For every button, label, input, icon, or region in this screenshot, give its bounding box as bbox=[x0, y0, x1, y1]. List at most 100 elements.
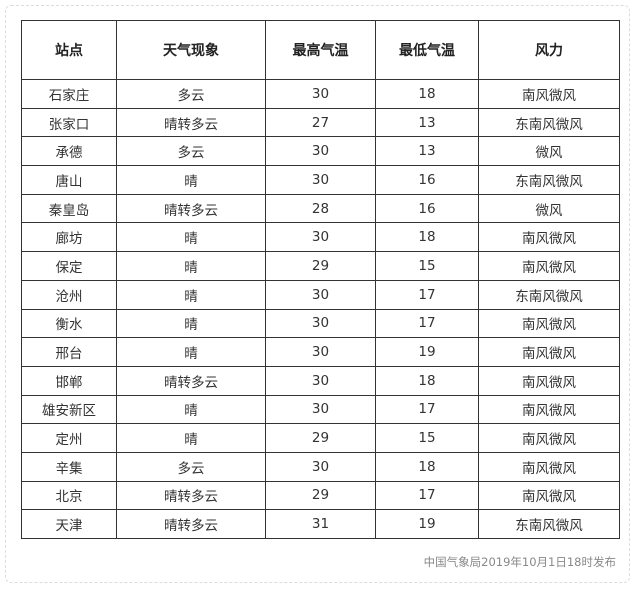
table-row: 沧州晴 30 17 东南风微风 bbox=[21, 279, 620, 310]
cell-wind: 南风微风 bbox=[478, 480, 620, 511]
cell-station: 唐山 bbox=[21, 165, 117, 195]
table-row: 定州晴 29 15 南风微风 bbox=[21, 423, 620, 453]
cell-station: 张家口 bbox=[21, 107, 117, 138]
cell-low-temp: 13 bbox=[375, 107, 479, 138]
table-row: 邢台晴 30 19 南风微风 bbox=[21, 337, 620, 367]
cell-weather: 晴 bbox=[116, 279, 266, 310]
header-station: 站点 bbox=[21, 20, 117, 80]
cell-station: 沧州 bbox=[21, 279, 117, 310]
cell-low-temp: 18 bbox=[375, 222, 479, 253]
cell-high-temp: 30 bbox=[265, 222, 376, 253]
source-note: 中国气象局2019年10月1日18时发布 bbox=[423, 555, 616, 569]
table-row: 邯郸 晴转多云 30 18 南风微风 bbox=[21, 365, 620, 396]
cell-weather: 晴 bbox=[116, 251, 266, 281]
table-row: 秦皇岛 晴转多云 28 16 微风 bbox=[21, 193, 620, 224]
table-row: 张家口 晴转多云 27 13 东南风微风 bbox=[21, 107, 620, 138]
cell-high-temp: 30 bbox=[265, 337, 376, 367]
cell-high-temp: 30 bbox=[265, 365, 376, 396]
cell-wind: 南风微风 bbox=[478, 222, 620, 253]
header-high-temp: 最高气温 bbox=[265, 20, 376, 80]
cell-wind: 东南风微风 bbox=[478, 165, 620, 195]
cell-weather: 晴 bbox=[116, 423, 266, 453]
cell-station: 保定 bbox=[21, 251, 117, 281]
cell-station: 雄安新区 bbox=[21, 394, 117, 425]
table-row: 石家庄 多云 30 18 南风微风 bbox=[21, 79, 620, 109]
cell-wind: 南风微风 bbox=[478, 308, 620, 339]
table-row: 廊坊晴 30 18 南风微风 bbox=[21, 222, 620, 253]
header-wind: 风力 bbox=[478, 20, 620, 80]
cell-weather: 晴 bbox=[116, 222, 266, 253]
cell-station: 邢台 bbox=[21, 337, 117, 367]
table-row: 辛集 多云 30 18 南风微风 bbox=[21, 451, 620, 482]
content-frame bbox=[5, 5, 630, 583]
cell-high-temp: 30 bbox=[265, 394, 376, 425]
cell-weather: 晴转多云 bbox=[116, 509, 266, 539]
cell-low-temp: 19 bbox=[375, 509, 479, 539]
cell-low-temp: 18 bbox=[375, 451, 479, 482]
cell-weather: 多云 bbox=[116, 136, 266, 167]
cell-weather: 多云 bbox=[116, 451, 266, 482]
table-row: 承德 多云 30 13 微风 bbox=[21, 136, 620, 167]
cell-high-temp: 30 bbox=[265, 308, 376, 339]
table-row: 北京 晴转多云 29 17 南风微风 bbox=[21, 480, 620, 511]
cell-wind: 南风微风 bbox=[478, 337, 620, 367]
cell-station: 天津 bbox=[21, 509, 117, 539]
cell-high-temp: 30 bbox=[265, 451, 376, 482]
cell-low-temp: 18 bbox=[375, 365, 479, 396]
table-row: 天津 晴转多云 31 19 东南风微风 bbox=[21, 509, 620, 539]
cell-low-temp: 15 bbox=[375, 423, 479, 453]
table-row: 雄安新区晴 30 17 南风微风 bbox=[21, 394, 620, 425]
cell-wind: 南风微风 bbox=[478, 251, 620, 281]
cell-station: 定州 bbox=[21, 423, 117, 453]
cell-high-temp: 30 bbox=[265, 136, 376, 167]
table-row: 保定晴 29 15 南风微风 bbox=[21, 251, 620, 281]
cell-low-temp: 17 bbox=[375, 308, 479, 339]
cell-weather: 晴 bbox=[116, 394, 266, 425]
cell-wind: 东南风微风 bbox=[478, 509, 620, 539]
cell-wind: 东南风微风 bbox=[478, 279, 620, 310]
cell-station: 承德 bbox=[21, 136, 117, 167]
cell-station: 秦皇岛 bbox=[21, 193, 117, 224]
cell-low-temp: 19 bbox=[375, 337, 479, 367]
cell-station: 廊坊 bbox=[21, 222, 117, 253]
cell-high-temp: 31 bbox=[265, 509, 376, 539]
cell-low-temp: 13 bbox=[375, 136, 479, 167]
table-row: 唐山晴 30 16 东南风微风 bbox=[21, 165, 620, 195]
cell-weather: 多云 bbox=[116, 79, 266, 109]
cell-station: 辛集 bbox=[21, 451, 117, 482]
cell-weather: 晴转多云 bbox=[116, 365, 266, 396]
header-row: 站点 天气现象 最高气温 最低气温 风力 bbox=[21, 20, 620, 80]
header-weather: 天气现象 bbox=[116, 20, 266, 80]
cell-high-temp: 30 bbox=[265, 165, 376, 195]
cell-wind: 南风微风 bbox=[478, 394, 620, 425]
cell-high-temp: 30 bbox=[265, 79, 376, 109]
cell-low-temp: 17 bbox=[375, 480, 479, 511]
cell-station: 邯郸 bbox=[21, 365, 117, 396]
header-low-temp: 最低气温 bbox=[375, 20, 479, 80]
cell-station: 北京 bbox=[21, 480, 117, 511]
cell-low-temp: 16 bbox=[375, 165, 479, 195]
cell-low-temp: 15 bbox=[375, 251, 479, 281]
cell-low-temp: 17 bbox=[375, 394, 479, 425]
cell-low-temp: 18 bbox=[375, 79, 479, 109]
cell-high-temp: 30 bbox=[265, 279, 376, 310]
cell-low-temp: 17 bbox=[375, 279, 479, 310]
cell-weather: 晴转多云 bbox=[116, 193, 266, 224]
cell-wind: 南风微风 bbox=[478, 79, 620, 109]
cell-wind: 微风 bbox=[478, 193, 620, 224]
cell-wind: 南风微风 bbox=[478, 451, 620, 482]
cell-low-temp: 16 bbox=[375, 193, 479, 224]
cell-weather: 晴 bbox=[116, 308, 266, 339]
cell-high-temp: 29 bbox=[265, 251, 376, 281]
cell-high-temp: 28 bbox=[265, 193, 376, 224]
cell-high-temp: 27 bbox=[265, 107, 376, 138]
cell-station: 衡水 bbox=[21, 308, 117, 339]
cell-wind: 南风微风 bbox=[478, 423, 620, 453]
cell-weather: 晴转多云 bbox=[116, 107, 266, 138]
weather-table: 站点 天气现象 最高气温 最低气温 风力 石家庄 多云 30 18 南风微风 张家口 晴转多云 27 1… bbox=[21, 20, 620, 539]
cell-high-temp: 29 bbox=[265, 480, 376, 511]
cell-weather: 晴 bbox=[116, 165, 266, 195]
cell-weather: 晴 bbox=[116, 337, 266, 367]
cell-wind: 微风 bbox=[478, 136, 620, 167]
cell-wind: 东南风微风 bbox=[478, 107, 620, 138]
